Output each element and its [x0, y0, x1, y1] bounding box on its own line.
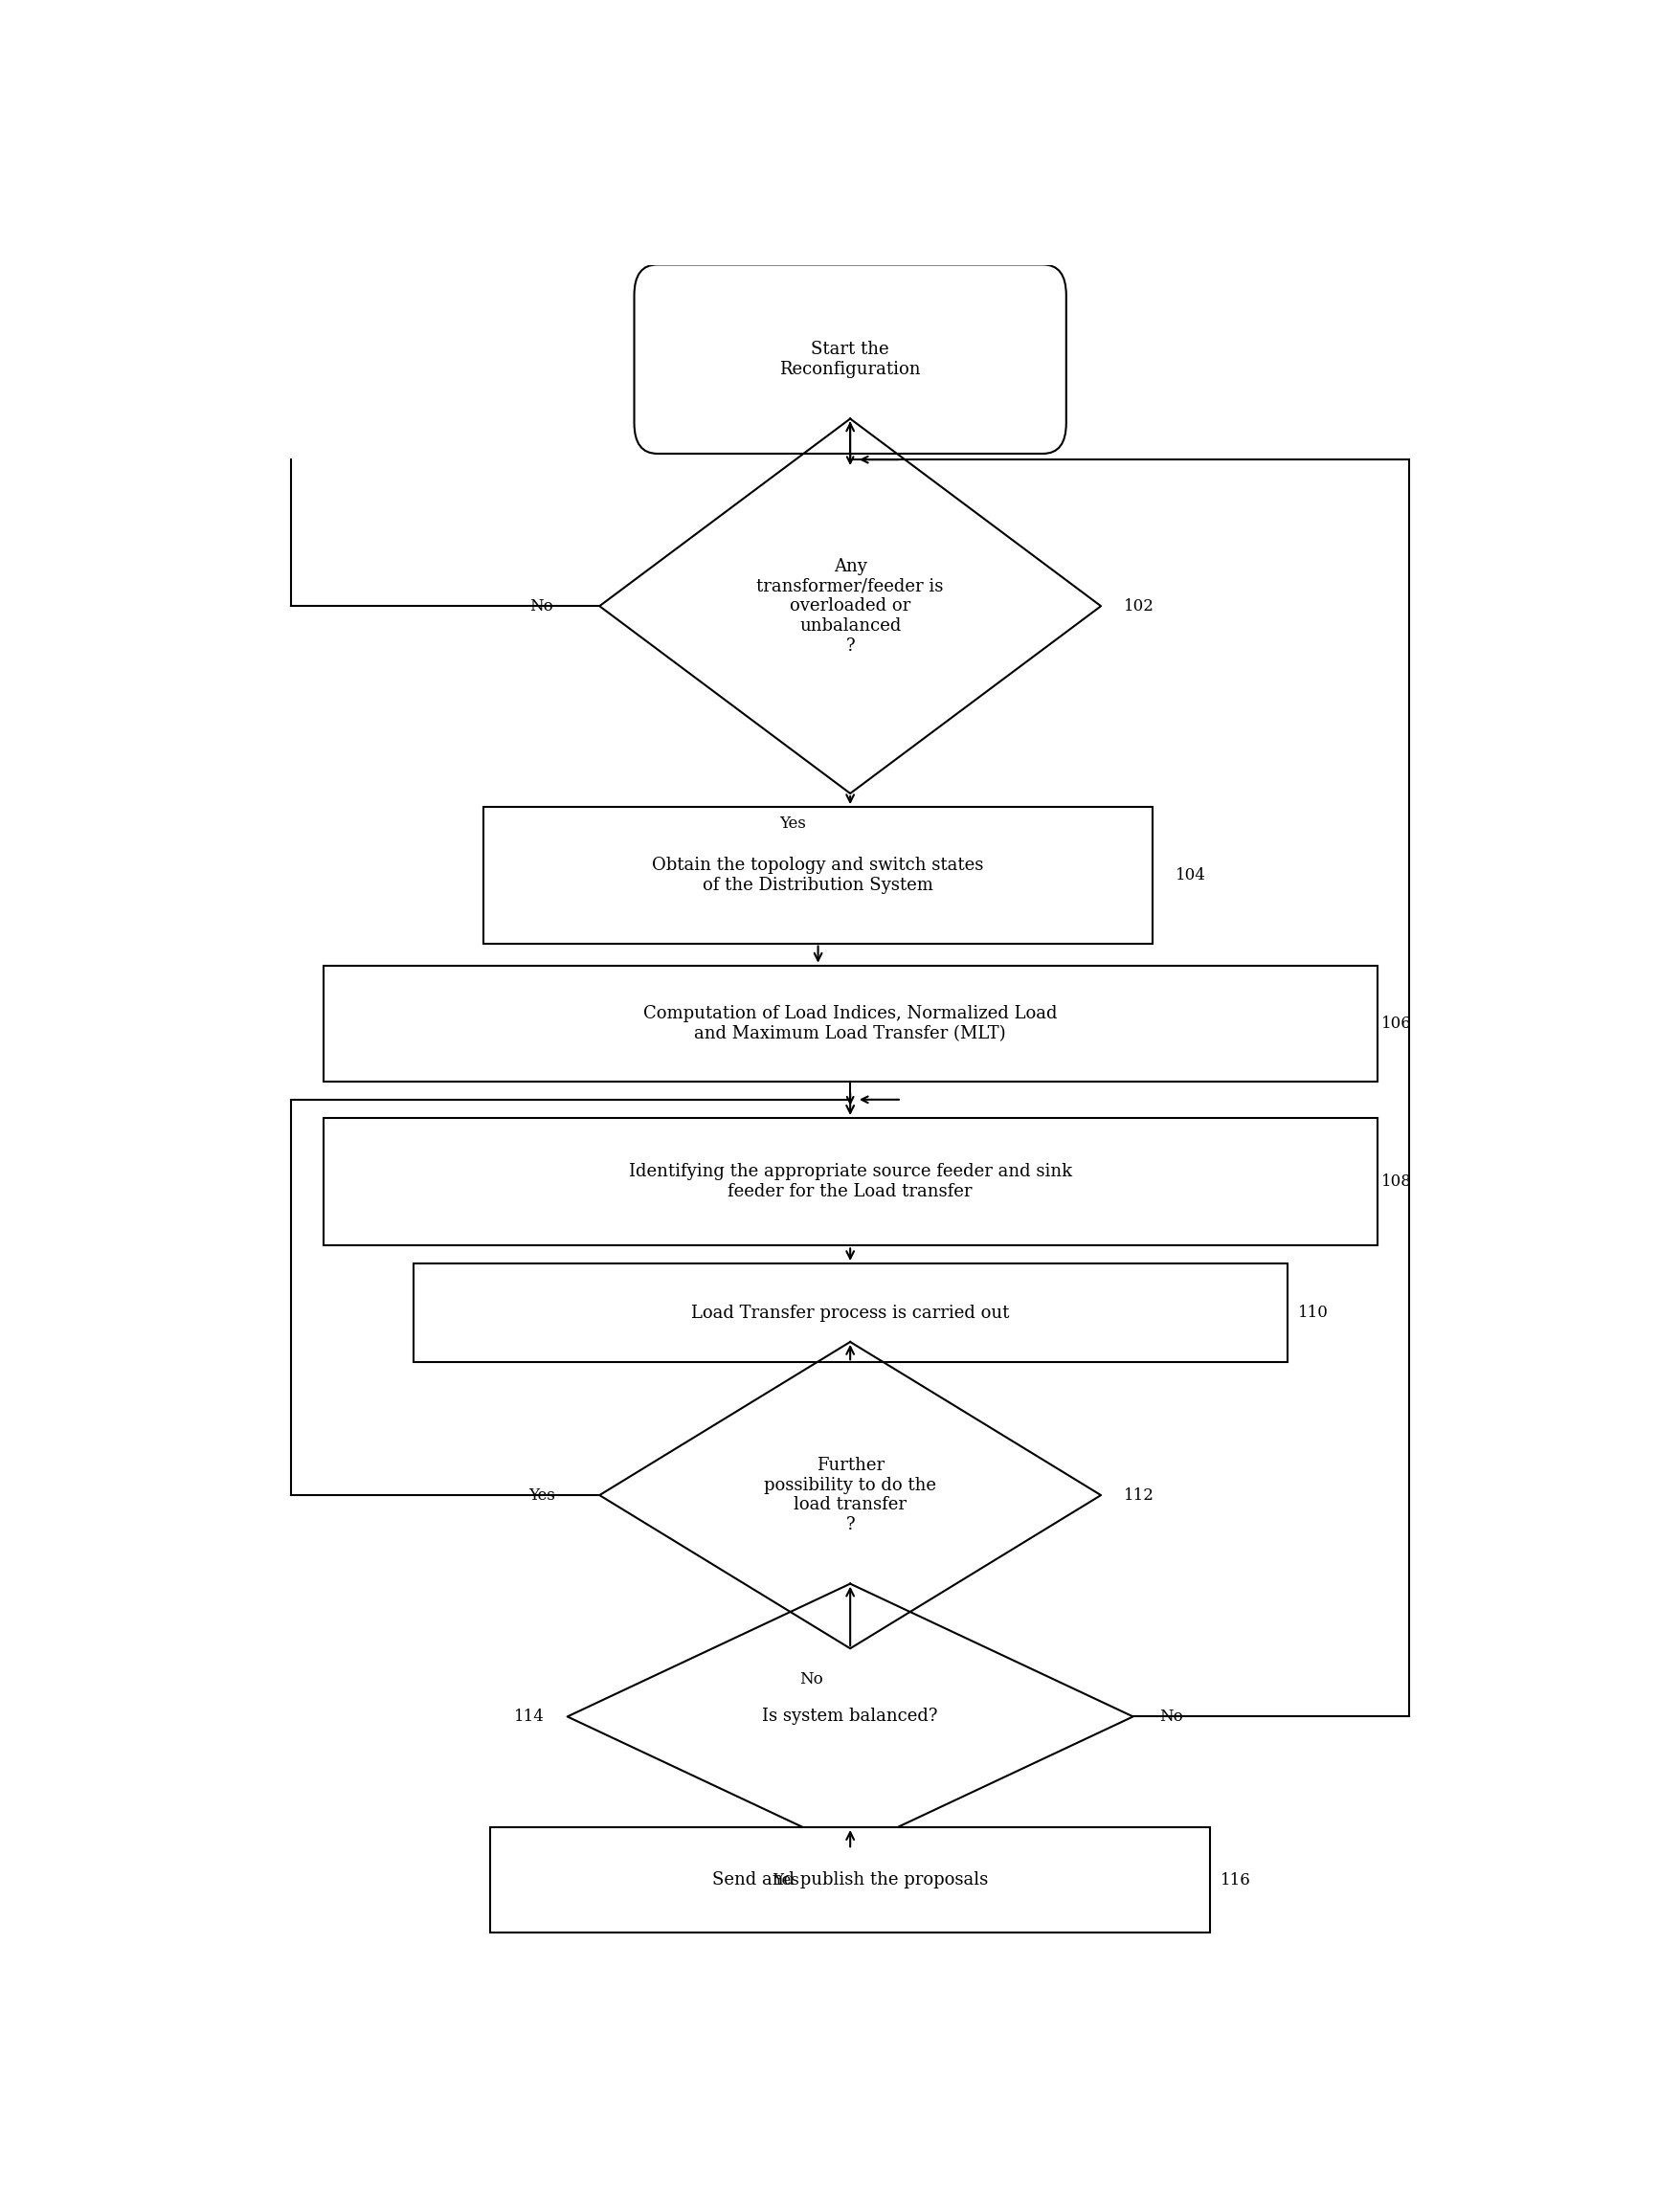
- Text: Yes: Yes: [527, 1486, 555, 1504]
- Text: Computation of Load Indices, Normalized Load
and Maximum Load Transfer (MLT): Computation of Load Indices, Normalized …: [643, 1004, 1056, 1042]
- FancyBboxPatch shape: [633, 265, 1066, 453]
- Polygon shape: [599, 1343, 1101, 1648]
- Text: No: No: [529, 597, 554, 615]
- Bar: [323, 964, 1376, 1082]
- Text: Load Transfer process is carried out: Load Transfer process is carried out: [691, 1305, 1008, 1321]
- Polygon shape: [599, 418, 1101, 794]
- Bar: [413, 1263, 1287, 1363]
- Text: 110: 110: [1297, 1305, 1328, 1321]
- Bar: [491, 1827, 1210, 1933]
- Text: Any
transformer/feeder is
overloaded or
unbalanced
?: Any transformer/feeder is overloaded or …: [756, 557, 943, 655]
- Text: 106: 106: [1381, 1015, 1411, 1031]
- Text: 114: 114: [514, 1708, 544, 1725]
- Text: 116: 116: [1220, 1871, 1250, 1889]
- Text: 112: 112: [1124, 1486, 1154, 1504]
- Text: Yes: Yes: [779, 816, 806, 832]
- Text: Further
possibility to do the
load transfer
?: Further possibility to do the load trans…: [764, 1458, 935, 1533]
- Text: Send and publish the proposals: Send and publish the proposals: [711, 1871, 988, 1889]
- Bar: [323, 1117, 1376, 1245]
- Text: 108: 108: [1381, 1175, 1411, 1190]
- Text: Identifying the appropriate source feeder and sink
feeder for the Load transfer: Identifying the appropriate source feede…: [628, 1164, 1071, 1201]
- Text: Yes: Yes: [773, 1871, 799, 1889]
- Text: Is system balanced?: Is system balanced?: [763, 1708, 937, 1725]
- Text: No: No: [799, 1670, 822, 1688]
- Text: 104: 104: [1176, 867, 1205, 883]
- Bar: [484, 807, 1152, 942]
- Text: Start the
Reconfiguration: Start the Reconfiguration: [779, 341, 920, 378]
- Text: Obtain the topology and switch states
of the Distribution System: Obtain the topology and switch states of…: [652, 856, 983, 894]
- Text: 102: 102: [1124, 597, 1154, 615]
- Polygon shape: [567, 1584, 1132, 1849]
- Text: No: No: [1159, 1708, 1182, 1725]
